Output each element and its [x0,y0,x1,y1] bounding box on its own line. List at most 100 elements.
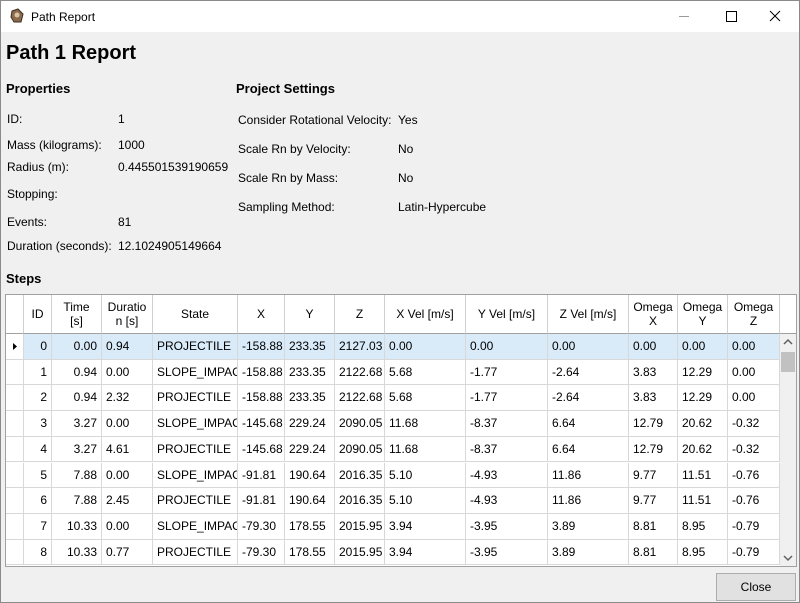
table-cell[interactable]: 3.83 [629,385,678,412]
table-cell[interactable]: 11.51 [678,488,728,514]
table-cell[interactable]: SLOPE_IMPAC [153,359,238,386]
table-cell[interactable]: -91.81 [238,488,285,514]
table-cell[interactable]: 0.00 [728,334,780,360]
column-header[interactable]: Omega X [629,295,678,334]
table-cell[interactable]: 2122.68 [335,359,385,386]
table-cell[interactable]: 233.35 [285,385,335,412]
table-cell[interactable]: -79.30 [238,513,285,540]
table-cell[interactable]: 3.27 [52,436,102,463]
table-cell[interactable]: 0.00 [466,334,548,360]
table-cell[interactable]: 2122.68 [335,385,385,412]
table-cell[interactable]: -0.79 [728,513,780,540]
scrollbar[interactable] [780,334,796,566]
table-cell[interactable]: -91.81 [238,462,285,489]
table-cell[interactable]: PROJECTILE [153,539,238,566]
table-cell[interactable]: 0 [24,334,52,360]
table-cell[interactable]: -8.37 [466,411,548,437]
table-cell[interactable]: 3.94 [385,539,466,566]
steps-table[interactable]: ID Time [s] Duration [s] State X Y Z X Vel [m/s… [5,294,797,567]
table-cell[interactable]: 0.00 [102,513,153,540]
table-cell[interactable]: 233.35 [285,359,335,386]
table-cell[interactable]: 178.55 [285,513,335,540]
table-cell[interactable]: 2016.35 [335,462,385,489]
row-header[interactable] [6,411,24,437]
table-cell[interactable]: 11.68 [385,436,466,463]
table-cell[interactable]: 178.55 [285,539,335,566]
table-cell[interactable]: -2.64 [548,385,629,412]
table-cell[interactable]: -158.88 [238,385,285,412]
table-cell[interactable]: 0.00 [102,411,153,437]
table-cell[interactable]: 229.24 [285,411,335,437]
table-cell[interactable]: 9.77 [629,488,678,514]
close-button[interactable]: Close [716,573,796,601]
table-cell[interactable]: 1 [24,359,52,386]
row-header[interactable] [6,462,24,489]
table-cell[interactable]: 2.32 [102,385,153,412]
table-cell[interactable]: 2090.05 [335,411,385,437]
table-cell[interactable]: 11.86 [548,488,629,514]
column-header[interactable]: ID [24,295,52,334]
table-cell[interactable]: -0.32 [728,411,780,437]
column-header[interactable]: Omega Z [728,295,780,334]
table-cell[interactable]: 3.89 [548,513,629,540]
table-cell[interactable]: 0.00 [629,334,678,360]
row-header[interactable] [6,385,24,412]
table-cell[interactable]: 0.00 [678,334,728,360]
row-header[interactable] [6,539,24,566]
row-header[interactable] [6,334,24,360]
table-cell[interactable]: 7 [24,513,52,540]
table-cell[interactable]: PROJECTILE [153,436,238,463]
table-cell[interactable]: -2.64 [548,359,629,386]
table-cell[interactable]: 3.94 [385,513,466,540]
table-cell[interactable]: 0.00 [728,359,780,386]
scrollbar-graphic[interactable] [780,334,796,566]
table-cell[interactable]: -158.88 [238,334,285,360]
table-cell[interactable]: 2090.05 [335,436,385,463]
window-controls[interactable] [661,1,799,32]
column-header[interactable]: Z [335,295,385,334]
table-cell[interactable]: 8.81 [629,539,678,566]
table-cell[interactable]: 0.00 [548,334,629,360]
table-cell[interactable]: 7.88 [52,462,102,489]
table-cell[interactable]: -1.77 [466,359,548,386]
table-cell[interactable]: 10.33 [52,513,102,540]
table-cell[interactable]: 11.68 [385,411,466,437]
table-cell[interactable]: 5.68 [385,359,466,386]
table-cell[interactable]: 0.94 [102,334,153,360]
column-header[interactable]: Y Vel [m/s] [466,295,548,334]
table-cell[interactable]: 2015.95 [335,539,385,566]
table-cell[interactable]: 4 [24,436,52,463]
table-cell[interactable]: SLOPE_IMPAC [153,462,238,489]
row-header[interactable] [6,436,24,463]
table-cell[interactable]: -0.76 [728,488,780,514]
column-header[interactable]: Z Vel [m/s] [548,295,629,334]
table-cell[interactable]: -3.95 [466,513,548,540]
table-cell[interactable]: 3.83 [629,359,678,386]
table-cell[interactable]: 3.27 [52,411,102,437]
table-cell[interactable]: SLOPE_IMPAC [153,513,238,540]
table-cell[interactable]: 2016.35 [335,488,385,514]
table-cell[interactable]: 0.00 [385,334,466,360]
table-cell[interactable]: 5.68 [385,385,466,412]
table-cell[interactable]: 9.77 [629,462,678,489]
table-cell[interactable]: 4.61 [102,436,153,463]
table-cell[interactable]: 6.64 [548,411,629,437]
table-cell[interactable]: 5.10 [385,488,466,514]
table-cell[interactable]: 8 [24,539,52,566]
table-cell[interactable]: 229.24 [285,436,335,463]
table-cell[interactable]: 10.33 [52,539,102,566]
table-cell[interactable]: -158.88 [238,359,285,386]
table-cell[interactable]: 2.45 [102,488,153,514]
row-header[interactable] [6,513,24,540]
column-header[interactable]: X Vel [m/s] [385,295,466,334]
column-header[interactable]: Duration [s] [102,295,153,334]
table-cell[interactable]: 20.62 [678,411,728,437]
table-cell[interactable]: 12.29 [678,385,728,412]
table-cell[interactable]: 2015.95 [335,513,385,540]
table-cell[interactable]: -0.79 [728,539,780,566]
table-cell[interactable]: 233.35 [285,334,335,360]
table-cell[interactable]: -4.93 [466,462,548,489]
table-cell[interactable]: -3.95 [466,539,548,566]
column-header[interactable]: State [153,295,238,334]
table-cell[interactable]: 3.89 [548,539,629,566]
